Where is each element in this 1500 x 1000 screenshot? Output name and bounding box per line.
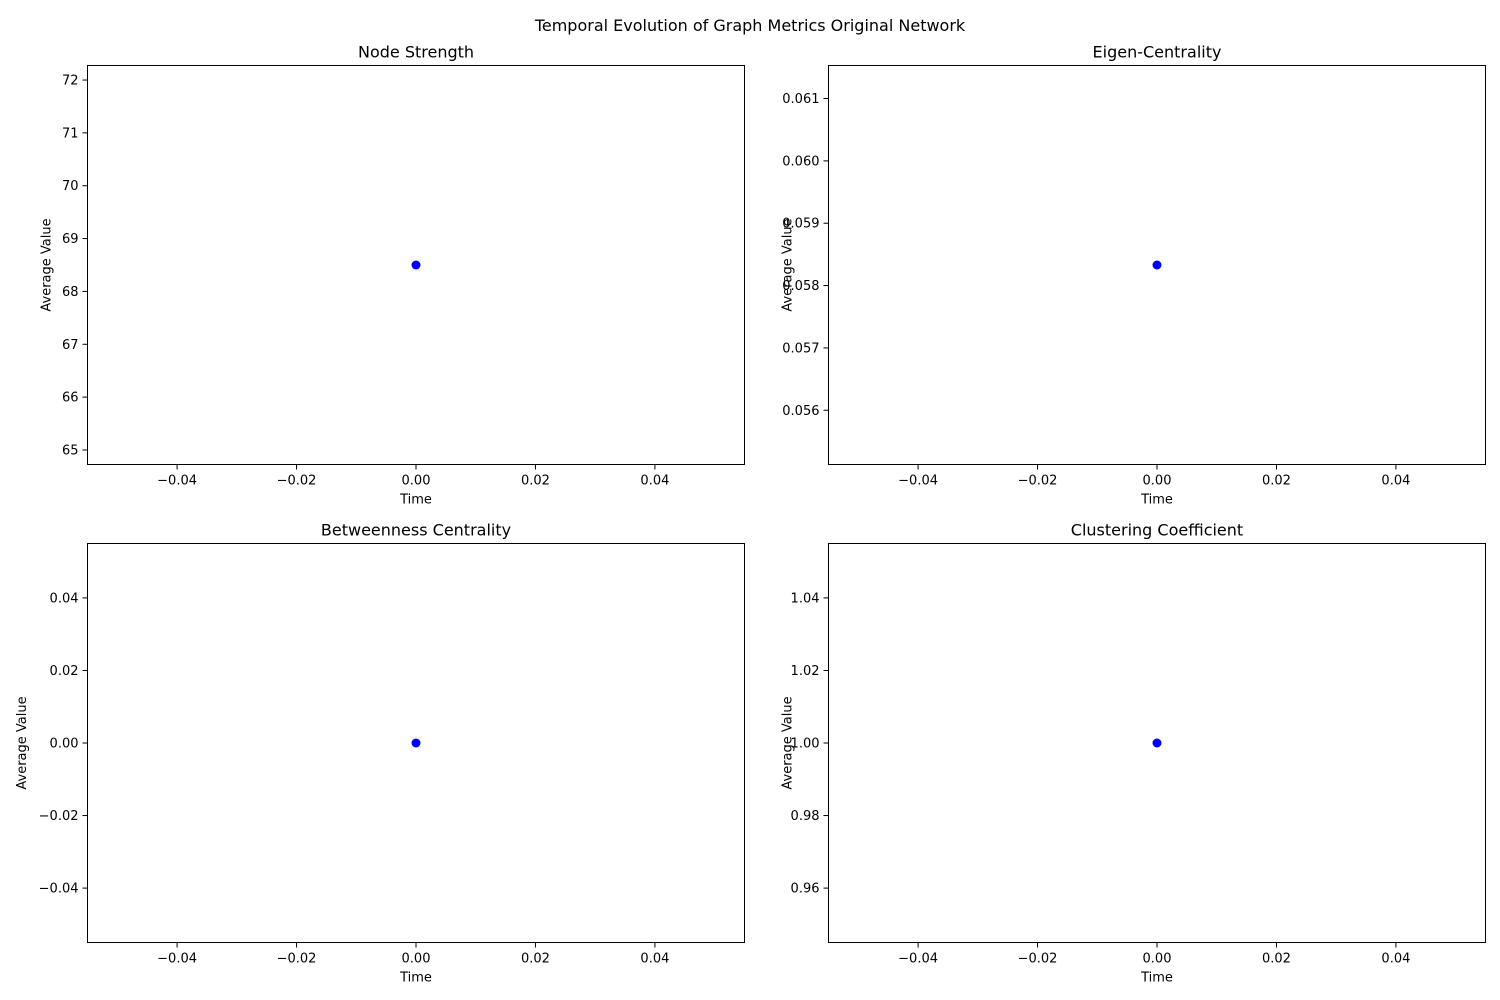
y-tick-label: 66 <box>62 391 79 406</box>
y-tick-label: 67 <box>62 338 79 353</box>
data-point <box>1152 260 1162 270</box>
x-axis-label: Time <box>1140 971 1173 986</box>
subplot-title: Eigen-Centrality <box>1093 43 1222 62</box>
subplot-title: Node Strength <box>358 43 474 62</box>
y-axis-label: Average Value <box>40 218 55 311</box>
y-axis-label: Average Value <box>781 218 796 311</box>
y-tick-label: 68 <box>62 285 79 300</box>
x-tick-label: −0.04 <box>898 474 938 489</box>
x-tick-label: 0.00 <box>1143 952 1172 967</box>
y-tick-label: 0.02 <box>50 664 79 679</box>
y-tick-label: 0.98 <box>791 809 820 824</box>
y-tick-label: 65 <box>62 443 79 458</box>
y-tick-label: 0.060 <box>782 154 819 169</box>
y-tick-label: 70 <box>62 179 79 194</box>
x-tick-label: 0.02 <box>521 952 550 967</box>
y-tick-label: 71 <box>62 126 79 141</box>
y-tick-label: 0.058 <box>782 279 819 294</box>
data-point <box>411 260 421 270</box>
x-tick-label: −0.02 <box>277 952 317 967</box>
x-tick-label: 0.04 <box>1381 474 1410 489</box>
x-axis-label: Time <box>399 971 432 986</box>
x-tick-label: −0.04 <box>898 952 938 967</box>
y-tick-label: 0.059 <box>782 217 819 232</box>
y-tick-label: 69 <box>62 232 79 247</box>
x-axis-label: Time <box>1140 493 1173 508</box>
x-tick-label: 0.02 <box>521 474 550 489</box>
y-tick-label: 1.00 <box>791 737 820 752</box>
x-tick-label: −0.04 <box>157 952 197 967</box>
y-tick-label: 0.04 <box>50 591 79 606</box>
y-tick-label: 0.00 <box>50 737 79 752</box>
y-tick-label: 1.04 <box>791 591 820 606</box>
y-tick-label: 0.056 <box>782 404 819 419</box>
subplot-1: Node Strength −0.04 −0.02 0.00 0.02 0.04 65 66 6… <box>40 43 745 508</box>
x-tick-label: 0.00 <box>1143 474 1172 489</box>
x-tick-label: 0.04 <box>640 952 669 967</box>
x-tick-label: −0.04 <box>157 474 197 489</box>
figure-title: Temporal Evolution of Graph Metrics Orig… <box>534 16 966 35</box>
subplot-3: Betweenness Centrality −0.04 −0.02 0.00 0.02… <box>15 521 745 986</box>
y-axis-label: Average Value <box>781 696 796 789</box>
x-tick-label: 0.04 <box>640 474 669 489</box>
x-tick-label: 0.02 <box>1262 952 1291 967</box>
subplot-4: Clustering Coefficient −0.04 −0.02 0.00 0.02… <box>781 521 1486 986</box>
x-tick-label: −0.02 <box>277 474 317 489</box>
y-tick-label: 0.96 <box>791 882 820 897</box>
y-tick-label: 1.02 <box>791 664 820 679</box>
x-tick-label: −0.02 <box>1018 952 1058 967</box>
subplot-2: Eigen-Centrality −0.04 −0.02 0.00 0.02 0.04 0.… <box>781 43 1486 508</box>
x-tick-label: −0.02 <box>1018 474 1058 489</box>
subplot-title: Clustering Coefficient <box>1071 521 1243 540</box>
x-tick-label: 0.04 <box>1381 952 1410 967</box>
data-point <box>1152 738 1162 748</box>
data-point <box>411 738 421 748</box>
x-tick-label: 0.00 <box>402 952 431 967</box>
y-tick-label: −0.02 <box>39 809 79 824</box>
y-axis-label: Average Value <box>15 696 30 789</box>
x-axis-label: Time <box>399 493 432 508</box>
y-tick-label: 0.061 <box>782 92 819 107</box>
y-tick-label: 0.057 <box>782 341 819 356</box>
x-tick-label: 0.02 <box>1262 474 1291 489</box>
y-tick-label: −0.04 <box>39 882 79 897</box>
subplot-title: Betweenness Centrality <box>321 521 511 540</box>
x-tick-label: 0.00 <box>402 474 431 489</box>
y-tick-label: 72 <box>62 74 79 89</box>
